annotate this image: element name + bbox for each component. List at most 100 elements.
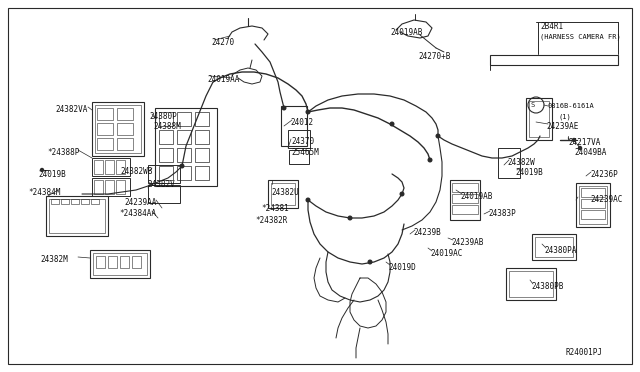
Bar <box>288 130 310 148</box>
Bar <box>71 199 79 204</box>
Circle shape <box>400 192 404 196</box>
Text: 24019AC: 24019AC <box>430 249 462 258</box>
Text: 24382W: 24382W <box>507 158 535 167</box>
Circle shape <box>436 134 440 138</box>
Bar <box>105 160 114 174</box>
Text: *24384M: *24384M <box>28 188 60 197</box>
Circle shape <box>368 260 372 264</box>
Text: 24217VA: 24217VA <box>568 138 600 147</box>
Bar <box>116 180 125 194</box>
Text: 24239AA: 24239AA <box>124 198 156 207</box>
Bar <box>281 106 307 146</box>
Bar <box>159 148 173 162</box>
Bar <box>576 183 610 227</box>
Bar <box>132 256 141 268</box>
Text: 25465M: 25465M <box>291 148 319 157</box>
Text: 24019AA: 24019AA <box>207 75 239 84</box>
Text: 24239AB: 24239AB <box>451 238 483 247</box>
Circle shape <box>40 169 44 171</box>
Bar <box>49 199 105 233</box>
Bar <box>159 166 173 180</box>
Bar <box>96 256 105 268</box>
Text: 24019AB: 24019AB <box>460 192 492 201</box>
Bar <box>289 150 309 164</box>
Bar <box>177 112 191 126</box>
Text: 24236P: 24236P <box>590 170 618 179</box>
Text: 24382U: 24382U <box>271 188 299 197</box>
Bar <box>117 108 133 120</box>
Bar <box>159 112 173 126</box>
Text: 24019AB: 24019AB <box>390 28 422 37</box>
Circle shape <box>390 122 394 126</box>
Text: 2B4R1: 2B4R1 <box>540 22 563 31</box>
Bar <box>93 253 147 275</box>
Bar <box>195 112 209 126</box>
Text: *24388P: *24388P <box>47 148 79 157</box>
Text: 24019D: 24019D <box>388 263 416 272</box>
Text: 24270: 24270 <box>211 38 234 47</box>
Circle shape <box>180 164 184 168</box>
Text: 24019B: 24019B <box>38 170 66 179</box>
Text: 24239AC: 24239AC <box>590 195 622 204</box>
Bar <box>581 210 605 219</box>
Text: *24381: *24381 <box>261 204 289 213</box>
Text: 24380PB: 24380PB <box>531 282 563 291</box>
Bar <box>506 268 556 300</box>
Bar <box>535 237 573 257</box>
Text: 24239B: 24239B <box>413 228 441 237</box>
Circle shape <box>428 158 432 162</box>
Text: 24382WB: 24382WB <box>120 167 152 176</box>
Bar <box>51 199 59 204</box>
Bar <box>452 194 478 203</box>
Text: *24382R: *24382R <box>255 216 287 225</box>
Bar <box>120 256 129 268</box>
Bar <box>116 160 125 174</box>
Circle shape <box>348 216 352 220</box>
Text: 24380P: 24380P <box>149 112 177 121</box>
Text: 24239AE: 24239AE <box>546 122 579 131</box>
Bar <box>92 102 144 156</box>
Circle shape <box>306 198 310 202</box>
Circle shape <box>579 147 582 150</box>
Bar <box>91 199 99 204</box>
Bar <box>46 196 108 236</box>
Bar <box>177 148 191 162</box>
Text: 24370: 24370 <box>291 137 314 146</box>
Circle shape <box>306 110 310 114</box>
Bar <box>509 271 553 297</box>
Bar <box>90 250 150 278</box>
Bar <box>490 55 618 65</box>
Bar <box>581 199 605 208</box>
Bar <box>498 148 520 178</box>
Bar <box>526 98 552 140</box>
Bar <box>117 138 133 150</box>
Text: S: S <box>531 102 535 108</box>
Bar <box>97 138 113 150</box>
Bar <box>155 108 217 186</box>
Text: (HARNESS CAMERA FR): (HARNESS CAMERA FR) <box>540 33 621 39</box>
Bar <box>268 180 298 208</box>
Bar <box>148 165 180 183</box>
Circle shape <box>573 138 575 141</box>
Text: R24001PJ: R24001PJ <box>566 348 603 357</box>
Bar <box>94 160 103 174</box>
Text: 24382V: 24382V <box>147 180 175 189</box>
Text: (1): (1) <box>558 113 571 119</box>
Text: 24270+B: 24270+B <box>418 52 451 61</box>
Bar <box>97 123 113 135</box>
Bar <box>529 101 549 137</box>
Bar <box>450 180 480 220</box>
Text: 24012: 24012 <box>290 118 313 127</box>
Text: 24380PA: 24380PA <box>544 246 577 255</box>
Text: 24049BA: 24049BA <box>574 148 606 157</box>
Text: 24382VA: 24382VA <box>55 105 88 114</box>
Text: 24388M: 24388M <box>153 122 180 131</box>
Bar <box>108 256 117 268</box>
Bar <box>452 205 478 214</box>
Bar <box>92 158 130 176</box>
Circle shape <box>282 106 286 110</box>
Text: 24383P: 24383P <box>488 209 516 218</box>
Bar <box>159 130 173 144</box>
Text: 24019B: 24019B <box>515 168 543 177</box>
Bar <box>94 180 103 194</box>
